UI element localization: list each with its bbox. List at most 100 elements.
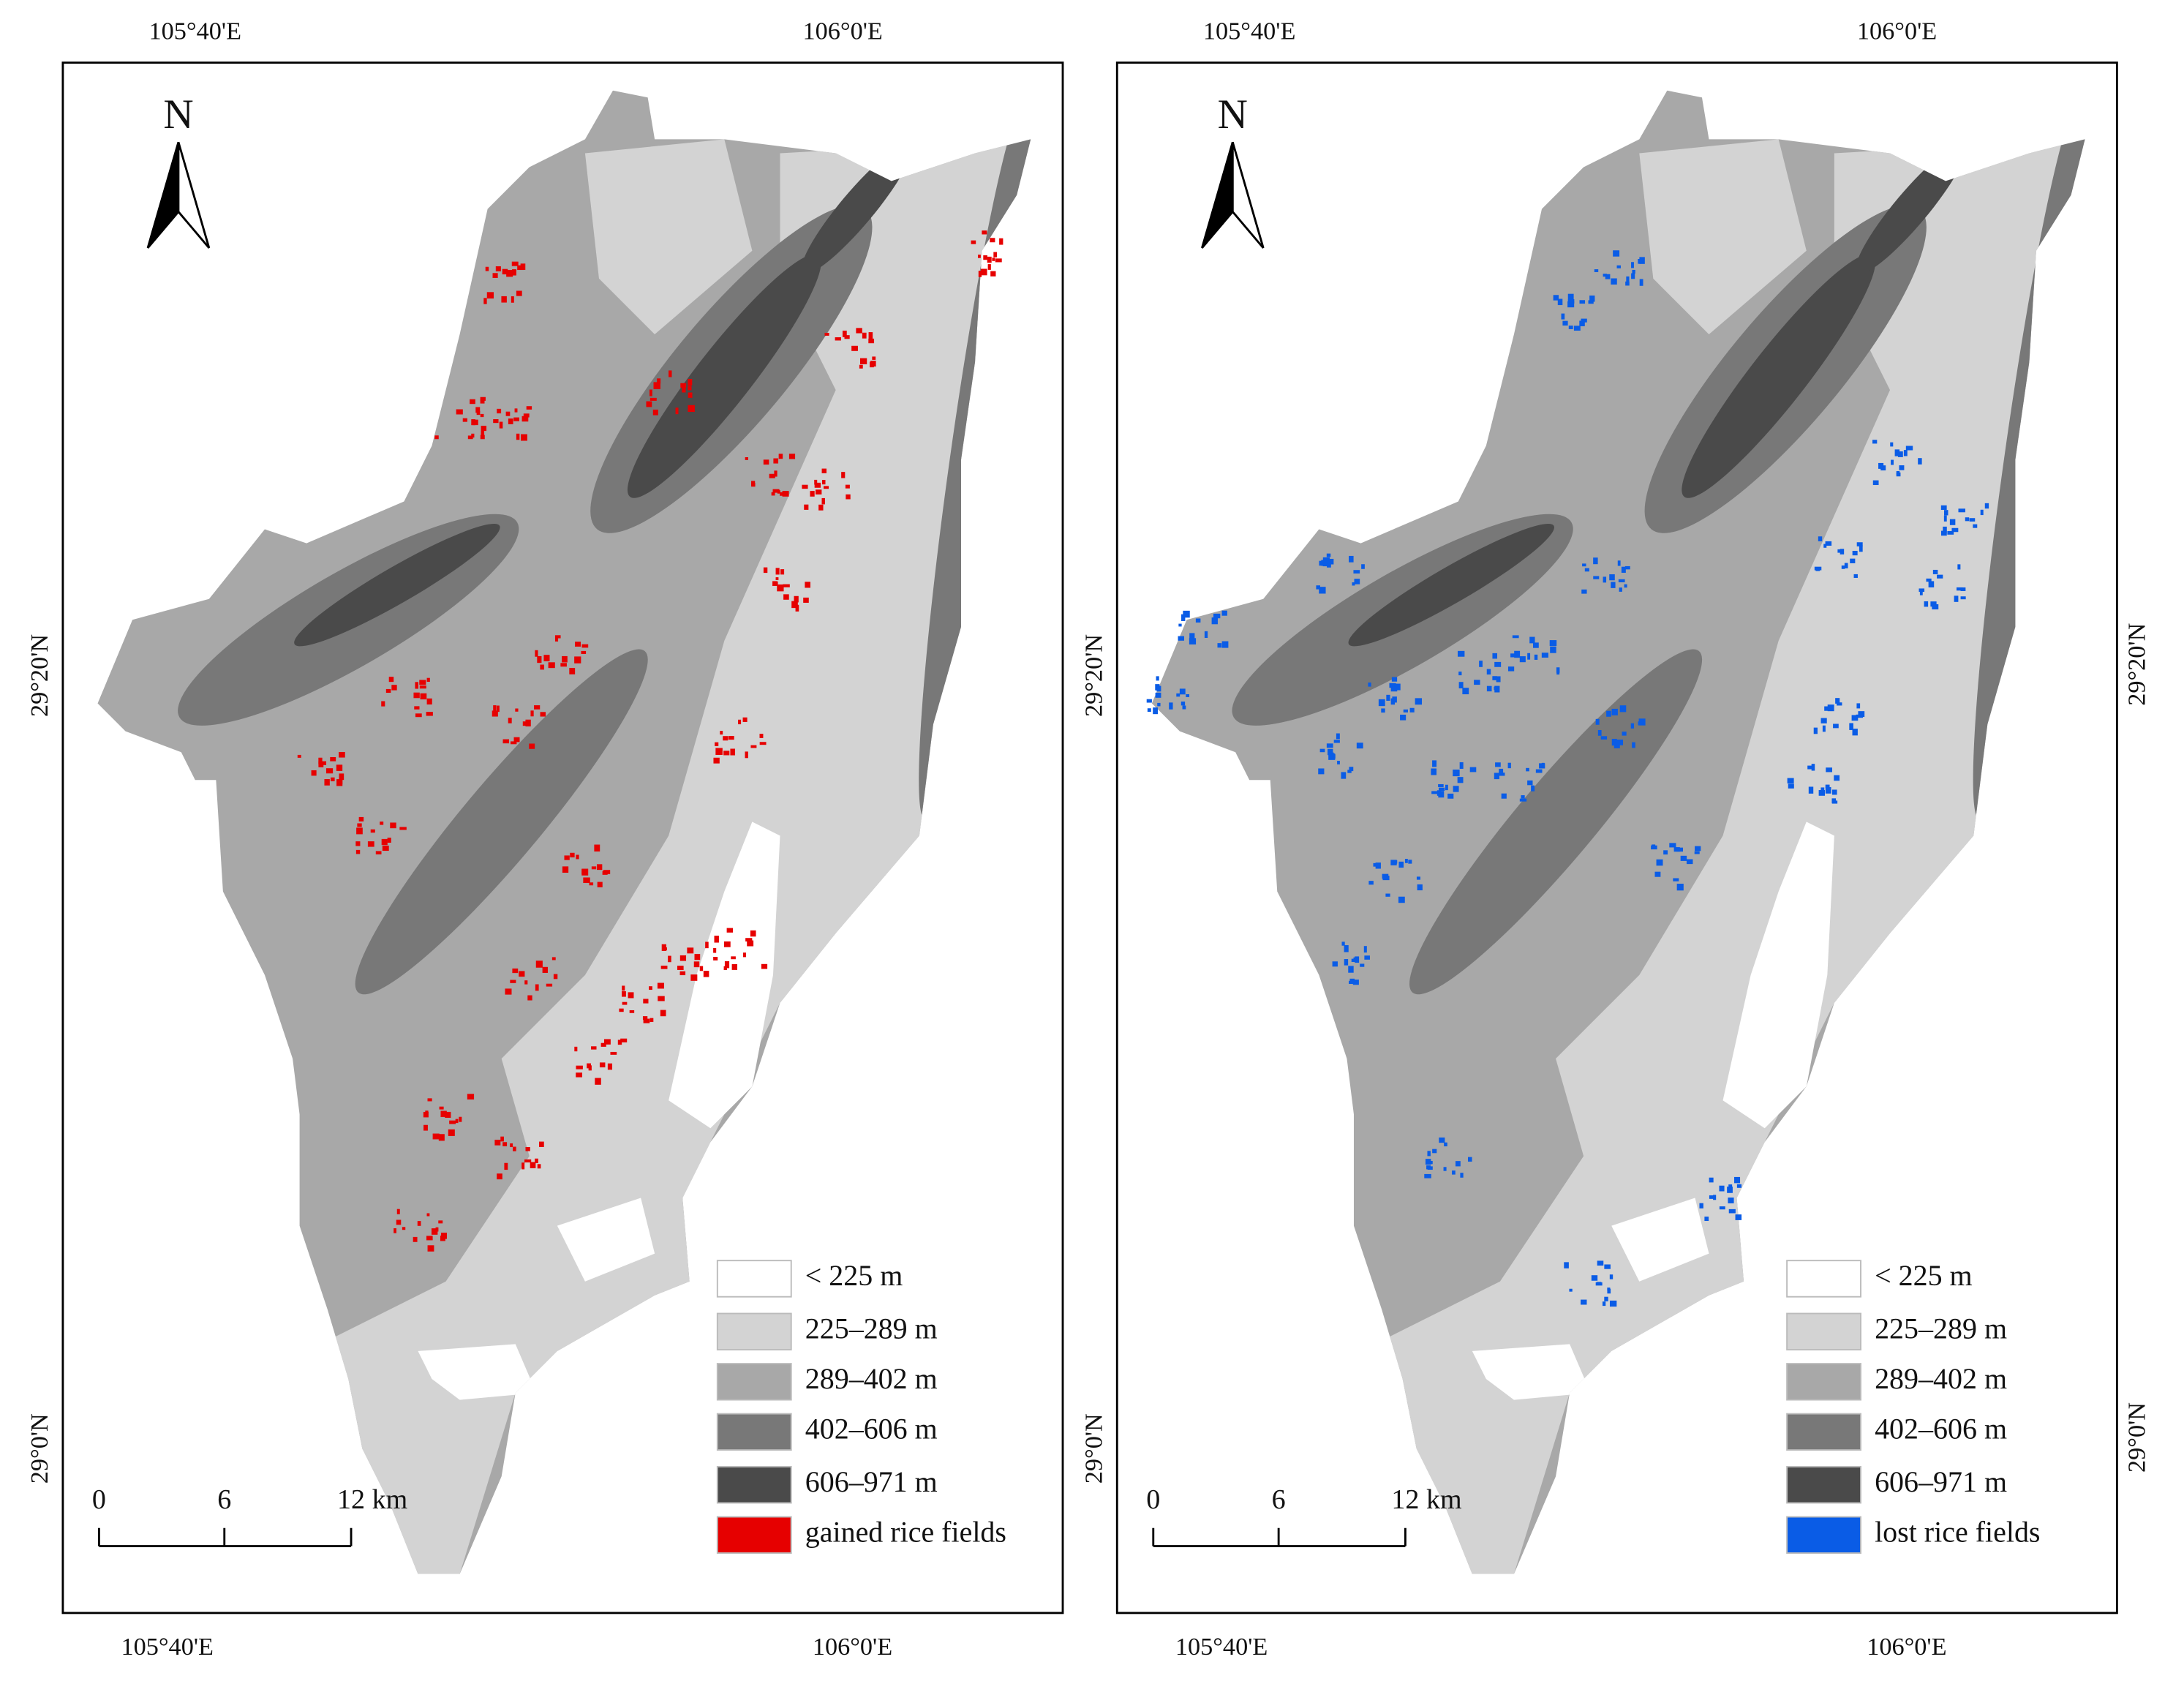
rice-field: [367, 841, 374, 847]
rice-field: [713, 957, 718, 961]
rice-field: [1833, 723, 1839, 729]
rice-field: [1408, 860, 1412, 864]
rice-field: [1364, 955, 1370, 960]
legend-swatch: [716, 1312, 792, 1350]
rice-field: [530, 1162, 536, 1168]
rice-field: [1676, 884, 1684, 891]
rice-field: [500, 1136, 504, 1142]
rice-field: [1956, 587, 1963, 591]
rice-field: [783, 584, 790, 587]
rice-field: [569, 668, 576, 674]
legend-label: 225–289 m: [1875, 1312, 2007, 1345]
rice-field: [542, 966, 548, 973]
rice-field: [791, 601, 798, 609]
rice-field: [1624, 565, 1630, 570]
rice-field: [1519, 798, 1527, 802]
rice-field: [413, 692, 420, 699]
rice-field: [1704, 1217, 1709, 1222]
rice-field: [330, 756, 336, 762]
rice-field: [775, 577, 779, 580]
rice-field: [530, 710, 534, 717]
longitude-label: 106°0'E: [1867, 1633, 1946, 1661]
rice-field: [1217, 643, 1222, 648]
rice-field: [657, 982, 664, 989]
rice-field: [583, 877, 590, 884]
legend-label: lost rice fields: [1875, 1515, 2040, 1548]
rice-field: [1550, 646, 1556, 653]
rice-field: [649, 397, 657, 401]
longitude-label: 105°40'E: [1175, 1633, 1268, 1661]
rice-field: [502, 1142, 508, 1146]
rice-field: [1852, 551, 1858, 556]
rice-field: [415, 682, 418, 689]
rice-field: [432, 1133, 440, 1140]
rice-field: [1903, 450, 1908, 456]
longitude-label: 105°40'E: [149, 17, 241, 45]
rice-field: [1618, 579, 1625, 582]
rice-field: [1932, 569, 1938, 574]
rice-field: [761, 963, 768, 969]
rice-field: [1398, 861, 1404, 868]
rice-field: [1788, 783, 1794, 789]
rice-field: [1564, 1262, 1569, 1268]
rice-field: [546, 983, 553, 987]
rice-field: [1457, 650, 1465, 657]
rice-field: [1519, 656, 1526, 663]
rice-field: [1541, 653, 1548, 658]
rice-field: [821, 497, 825, 505]
rice-field: [1596, 1282, 1602, 1285]
rice-field: [1549, 640, 1557, 646]
rice-field: [516, 433, 520, 440]
rice-field: [1512, 635, 1519, 639]
rice-field: [872, 356, 876, 360]
rice-field: [1680, 855, 1687, 861]
rice-field: [358, 816, 364, 822]
rice-field: [1501, 793, 1507, 799]
rice-field: [512, 269, 516, 276]
rice-field: [1894, 449, 1900, 456]
rice-field: [1460, 1173, 1464, 1178]
rice-field: [1603, 576, 1607, 583]
rice-field: [576, 854, 579, 860]
rice-field: [1486, 669, 1491, 675]
rice-field: [821, 480, 826, 485]
rice-field: [1630, 723, 1635, 729]
rice-field: [521, 416, 529, 422]
rice-field: [778, 454, 783, 459]
rice-field: [534, 705, 541, 710]
rice-field: [1611, 708, 1618, 715]
rice-field: [1521, 795, 1525, 799]
rice-field: [529, 743, 535, 749]
rice-field: [705, 941, 709, 949]
rice-field: [1727, 1187, 1733, 1193]
rice-field: [1381, 708, 1385, 713]
rice-field: [1469, 767, 1477, 773]
rice-field: [1891, 459, 1894, 465]
rice-field: [1826, 767, 1832, 773]
rice-field: [1492, 676, 1497, 680]
latitude-label: 29°20'N: [26, 634, 53, 717]
rice-field: [524, 1159, 532, 1163]
rice-field: [1494, 685, 1500, 693]
rice-field: [527, 995, 532, 1001]
rice-field: [515, 708, 519, 712]
rice-field: [1719, 1185, 1725, 1192]
rice-field: [1319, 560, 1325, 566]
legend-swatch: [1786, 1260, 1861, 1298]
rice-field: [1495, 762, 1501, 767]
rice-field: [1439, 787, 1445, 791]
rice-field: [502, 268, 508, 275]
rice-field: [1169, 702, 1173, 710]
rice-field: [643, 1018, 650, 1023]
rice-field: [818, 504, 824, 511]
rice-field: [728, 736, 734, 740]
rice-field: [1541, 762, 1545, 768]
map-panel: 105°40'E 106°0'E 105°40'E 106°0'E 29°20'N 29°…: [1055, 0, 2169, 1672]
rice-field: [1930, 601, 1937, 607]
rice-field: [1331, 754, 1336, 759]
rice-field: [649, 389, 652, 396]
rice-field: [1624, 584, 1627, 588]
rice-field: [426, 677, 430, 682]
rice-field: [426, 698, 432, 705]
rice-field: [1567, 293, 1574, 301]
